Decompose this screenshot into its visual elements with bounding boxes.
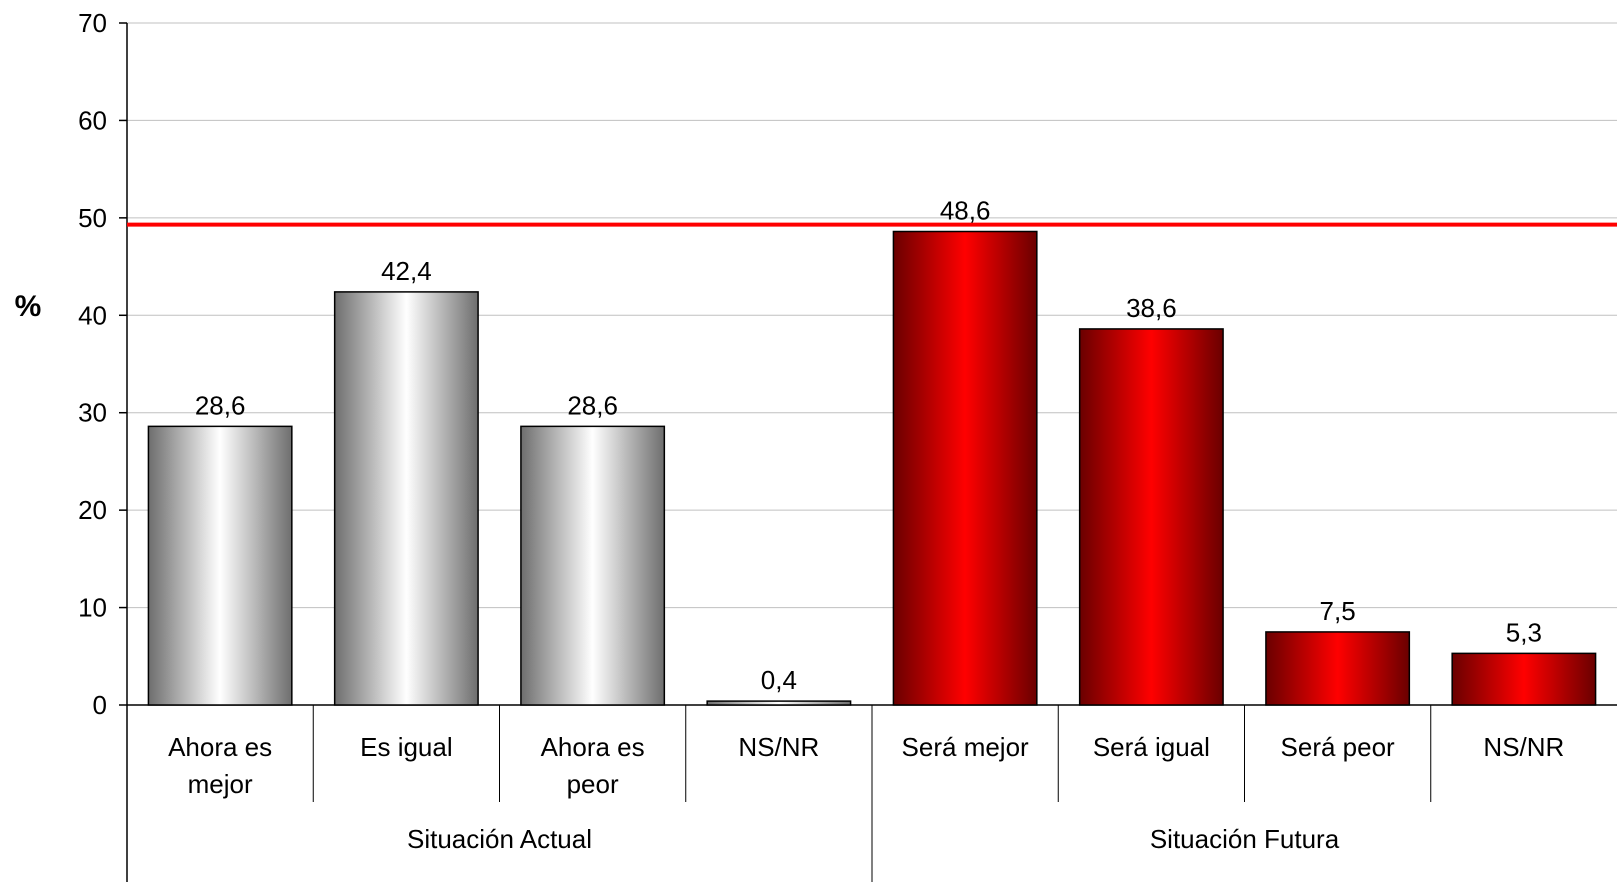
data-label: 42,4 — [381, 256, 432, 286]
bar — [1451, 652, 1597, 706]
y-tick-label: 10 — [78, 593, 107, 623]
bar — [706, 700, 852, 706]
data-label: 38,6 — [1126, 293, 1177, 323]
group-label: Situación Actual — [407, 824, 592, 854]
bar — [892, 230, 1038, 706]
y-tick-label: 20 — [78, 495, 107, 525]
bars — [147, 230, 1597, 706]
data-label: 7,5 — [1320, 596, 1356, 626]
labels: 0 10 20 30 40 50 60 70 28,6 Ahora es mejor 42,4 Es i… — [78, 8, 1564, 854]
category-label: peor — [567, 769, 619, 799]
category-label: Será mejor — [902, 732, 1029, 762]
category-label: Ahora es — [168, 732, 272, 762]
y-tick-label: 50 — [78, 203, 107, 233]
category-label: Ahora es — [541, 732, 645, 762]
y-tick-label: 60 — [78, 105, 107, 135]
data-label: 28,6 — [195, 390, 246, 420]
category-label: Es igual — [360, 732, 453, 762]
category-label: NS/NR — [1483, 732, 1564, 762]
bar — [1265, 631, 1411, 706]
category-label: Será igual — [1093, 732, 1210, 762]
group-label: Situación Futura — [1150, 824, 1340, 854]
bar — [147, 425, 293, 706]
y-axis-label: % — [15, 290, 42, 323]
data-label: 48,6 — [940, 195, 991, 225]
bar — [333, 291, 479, 706]
y-tick-label: 0 — [93, 690, 107, 720]
category-label: Será peor — [1281, 732, 1396, 762]
data-label: 5,3 — [1506, 617, 1542, 647]
y-tick-label: 40 — [78, 300, 107, 330]
y-tick-label: 70 — [78, 8, 107, 38]
data-label: 28,6 — [567, 390, 618, 420]
y-tick-label: 30 — [78, 398, 107, 428]
category-label: NS/NR — [738, 732, 819, 762]
category-label: mejor — [188, 769, 253, 799]
data-label: 0,4 — [761, 665, 797, 695]
bar — [520, 425, 666, 706]
bar — [1078, 328, 1224, 706]
